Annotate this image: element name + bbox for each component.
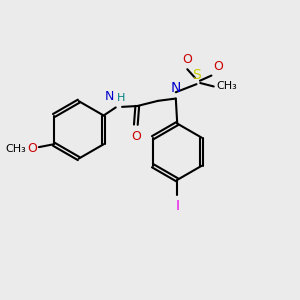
- Text: N: N: [105, 90, 114, 103]
- Text: O: O: [131, 130, 141, 143]
- Text: CH₃: CH₃: [216, 82, 237, 92]
- Text: O: O: [28, 142, 38, 155]
- Text: H: H: [117, 93, 125, 103]
- Text: CH₃: CH₃: [5, 144, 26, 154]
- Text: S: S: [192, 68, 201, 82]
- Text: I: I: [175, 200, 179, 213]
- Text: N: N: [171, 81, 181, 95]
- Text: O: O: [214, 60, 224, 73]
- Text: O: O: [182, 53, 192, 66]
